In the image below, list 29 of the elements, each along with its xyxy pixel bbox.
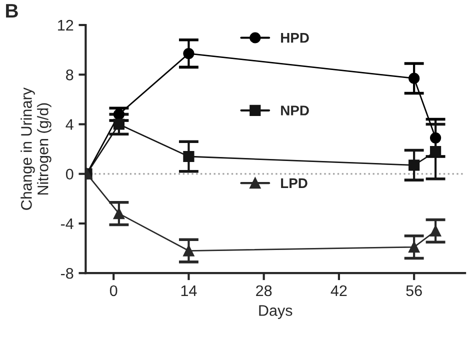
x-tick-label: 56 [406, 285, 422, 296]
x-tick-label: 14 [181, 285, 197, 296]
x-tick-label: 0 [110, 285, 118, 296]
chart-title: B [6, 4, 18, 18]
point [183, 48, 194, 60]
point [430, 146, 442, 158]
point [408, 242, 420, 253]
x-axis-title: Days [259, 305, 292, 319]
point [183, 150, 194, 162]
y-tick-label: 4 [66, 119, 74, 130]
point [430, 132, 442, 144]
point [113, 118, 125, 130]
y-tick-label: 12 [58, 20, 74, 31]
x-tick-label: 42 [330, 285, 347, 296]
point [408, 72, 420, 84]
point [183, 245, 194, 256]
point [430, 225, 442, 236]
point [408, 160, 420, 171]
point [113, 208, 125, 220]
x-tick-label: 28 [256, 285, 272, 296]
y-tick-label: 8 [66, 70, 74, 80]
y-tick-label: -4 [60, 218, 74, 230]
legend-label: LPD [281, 178, 308, 188]
legend-label: NPD [281, 106, 309, 116]
y-tick-label: -8 [60, 268, 74, 279]
y-tick-label: 0 [66, 168, 74, 180]
legend-label: HPD [281, 33, 309, 43]
y-axis-title: Change in Urinary Nitrogen (g/d) [20, 88, 52, 210]
point [113, 108, 125, 120]
